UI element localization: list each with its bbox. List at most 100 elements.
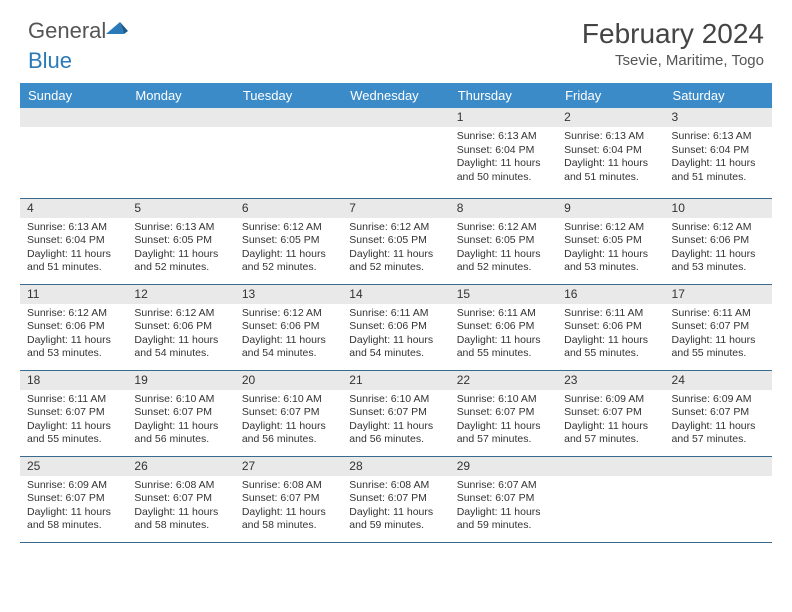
day-number: 5 (127, 199, 234, 218)
empty-day-bar (127, 108, 234, 127)
day-number: 19 (127, 371, 234, 390)
day-number: 11 (20, 285, 127, 304)
day-number: 8 (450, 199, 557, 218)
calendar-day-cell: 13Sunrise: 6:12 AMSunset: 6:06 PMDayligh… (235, 284, 342, 370)
calendar-week-row: 1Sunrise: 6:13 AMSunset: 6:04 PMDaylight… (20, 108, 772, 198)
calendar-day-cell: 19Sunrise: 6:10 AMSunset: 6:07 PMDayligh… (127, 370, 234, 456)
calendar-day-cell: 21Sunrise: 6:10 AMSunset: 6:07 PMDayligh… (342, 370, 449, 456)
empty-day-bar (665, 457, 772, 476)
day-details: Sunrise: 6:11 AMSunset: 6:07 PMDaylight:… (665, 304, 772, 365)
day-number: 16 (557, 285, 664, 304)
day-number: 9 (557, 199, 664, 218)
calendar-week-row: 18Sunrise: 6:11 AMSunset: 6:07 PMDayligh… (20, 370, 772, 456)
day-number: 12 (127, 285, 234, 304)
calendar-day-cell: 24Sunrise: 6:09 AMSunset: 6:07 PMDayligh… (665, 370, 772, 456)
calendar-day-cell: 6Sunrise: 6:12 AMSunset: 6:05 PMDaylight… (235, 198, 342, 284)
day-number: 26 (127, 457, 234, 476)
calendar-empty-cell (235, 108, 342, 198)
weekday-header: Saturday (665, 83, 772, 108)
calendar-day-cell: 11Sunrise: 6:12 AMSunset: 6:06 PMDayligh… (20, 284, 127, 370)
day-number: 20 (235, 371, 342, 390)
day-details: Sunrise: 6:08 AMSunset: 6:07 PMDaylight:… (127, 476, 234, 537)
day-number: 4 (20, 199, 127, 218)
day-number: 27 (235, 457, 342, 476)
calendar-day-cell: 27Sunrise: 6:08 AMSunset: 6:07 PMDayligh… (235, 456, 342, 542)
empty-day-bar (20, 108, 127, 127)
calendar-day-cell: 10Sunrise: 6:12 AMSunset: 6:06 PMDayligh… (665, 198, 772, 284)
calendar-day-cell: 25Sunrise: 6:09 AMSunset: 6:07 PMDayligh… (20, 456, 127, 542)
day-details: Sunrise: 6:09 AMSunset: 6:07 PMDaylight:… (20, 476, 127, 537)
day-details: Sunrise: 6:12 AMSunset: 6:06 PMDaylight:… (665, 218, 772, 279)
day-number: 10 (665, 199, 772, 218)
weekday-header: Monday (127, 83, 234, 108)
day-number: 13 (235, 285, 342, 304)
day-details: Sunrise: 6:13 AMSunset: 6:04 PMDaylight:… (20, 218, 127, 279)
logo-triangle-icon (106, 20, 130, 43)
calendar-day-cell: 26Sunrise: 6:08 AMSunset: 6:07 PMDayligh… (127, 456, 234, 542)
calendar-day-cell: 15Sunrise: 6:11 AMSunset: 6:06 PMDayligh… (450, 284, 557, 370)
day-number: 25 (20, 457, 127, 476)
weekday-header-row: SundayMondayTuesdayWednesdayThursdayFrid… (20, 83, 772, 108)
weekday-header: Friday (557, 83, 664, 108)
calendar-day-cell: 22Sunrise: 6:10 AMSunset: 6:07 PMDayligh… (450, 370, 557, 456)
calendar-week-row: 11Sunrise: 6:12 AMSunset: 6:06 PMDayligh… (20, 284, 772, 370)
header: General February 2024 Tsevie, Maritime, … (0, 0, 792, 77)
calendar-empty-cell (557, 456, 664, 542)
day-details: Sunrise: 6:09 AMSunset: 6:07 PMDaylight:… (557, 390, 664, 451)
calendar-day-cell: 1Sunrise: 6:13 AMSunset: 6:04 PMDaylight… (450, 108, 557, 198)
day-details: Sunrise: 6:13 AMSunset: 6:04 PMDaylight:… (665, 127, 772, 188)
calendar-day-cell: 8Sunrise: 6:12 AMSunset: 6:05 PMDaylight… (450, 198, 557, 284)
calendar-day-cell: 18Sunrise: 6:11 AMSunset: 6:07 PMDayligh… (20, 370, 127, 456)
day-number: 22 (450, 371, 557, 390)
day-number: 29 (450, 457, 557, 476)
calendar-day-cell: 17Sunrise: 6:11 AMSunset: 6:07 PMDayligh… (665, 284, 772, 370)
empty-day-bar (235, 108, 342, 127)
calendar-day-cell: 7Sunrise: 6:12 AMSunset: 6:05 PMDaylight… (342, 198, 449, 284)
day-number: 21 (342, 371, 449, 390)
calendar-day-cell: 28Sunrise: 6:08 AMSunset: 6:07 PMDayligh… (342, 456, 449, 542)
day-details: Sunrise: 6:10 AMSunset: 6:07 PMDaylight:… (450, 390, 557, 451)
day-details: Sunrise: 6:12 AMSunset: 6:06 PMDaylight:… (20, 304, 127, 365)
month-title: February 2024 (582, 18, 764, 50)
calendar-day-cell: 12Sunrise: 6:12 AMSunset: 6:06 PMDayligh… (127, 284, 234, 370)
calendar-day-cell: 23Sunrise: 6:09 AMSunset: 6:07 PMDayligh… (557, 370, 664, 456)
calendar-day-cell: 3Sunrise: 6:13 AMSunset: 6:04 PMDaylight… (665, 108, 772, 198)
calendar-empty-cell (665, 456, 772, 542)
day-details: Sunrise: 6:10 AMSunset: 6:07 PMDaylight:… (127, 390, 234, 451)
day-details: Sunrise: 6:12 AMSunset: 6:05 PMDaylight:… (557, 218, 664, 279)
title-block: February 2024 Tsevie, Maritime, Togo (582, 18, 764, 69)
calendar-empty-cell (342, 108, 449, 198)
weekday-header: Wednesday (342, 83, 449, 108)
day-number: 23 (557, 371, 664, 390)
logo-text-blue: Blue (28, 48, 72, 73)
empty-day-bar (557, 457, 664, 476)
day-details: Sunrise: 6:12 AMSunset: 6:06 PMDaylight:… (235, 304, 342, 365)
weekday-header: Thursday (450, 83, 557, 108)
day-details: Sunrise: 6:07 AMSunset: 6:07 PMDaylight:… (450, 476, 557, 537)
day-details: Sunrise: 6:13 AMSunset: 6:04 PMDaylight:… (557, 127, 664, 188)
empty-day-bar (342, 108, 449, 127)
calendar-day-cell: 9Sunrise: 6:12 AMSunset: 6:05 PMDaylight… (557, 198, 664, 284)
weekday-header: Sunday (20, 83, 127, 108)
calendar-day-cell: 16Sunrise: 6:11 AMSunset: 6:06 PMDayligh… (557, 284, 664, 370)
day-number: 24 (665, 371, 772, 390)
day-number: 17 (665, 285, 772, 304)
calendar-week-row: 4Sunrise: 6:13 AMSunset: 6:04 PMDaylight… (20, 198, 772, 284)
day-details: Sunrise: 6:11 AMSunset: 6:06 PMDaylight:… (557, 304, 664, 365)
day-number: 6 (235, 199, 342, 218)
logo: General (28, 18, 132, 44)
day-number: 1 (450, 108, 557, 127)
calendar-empty-cell (20, 108, 127, 198)
calendar-week-row: 25Sunrise: 6:09 AMSunset: 6:07 PMDayligh… (20, 456, 772, 542)
logo-blue-row: Blue (28, 48, 72, 74)
day-number: 14 (342, 285, 449, 304)
day-number: 15 (450, 285, 557, 304)
day-details: Sunrise: 6:12 AMSunset: 6:05 PMDaylight:… (342, 218, 449, 279)
day-details: Sunrise: 6:10 AMSunset: 6:07 PMDaylight:… (235, 390, 342, 451)
day-details: Sunrise: 6:10 AMSunset: 6:07 PMDaylight:… (342, 390, 449, 451)
calendar-day-cell: 4Sunrise: 6:13 AMSunset: 6:04 PMDaylight… (20, 198, 127, 284)
location: Tsevie, Maritime, Togo (582, 52, 764, 69)
calendar-day-cell: 5Sunrise: 6:13 AMSunset: 6:05 PMDaylight… (127, 198, 234, 284)
calendar-day-cell: 20Sunrise: 6:10 AMSunset: 6:07 PMDayligh… (235, 370, 342, 456)
day-details: Sunrise: 6:11 AMSunset: 6:06 PMDaylight:… (342, 304, 449, 365)
